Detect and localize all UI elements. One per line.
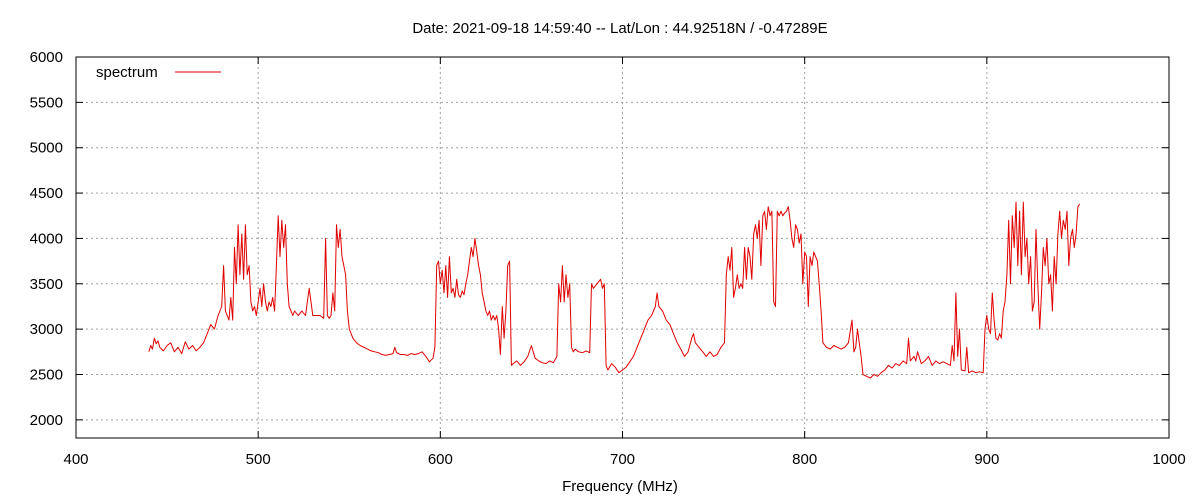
x-tick-label: 400: [63, 451, 88, 468]
y-tick-label: 2500: [30, 367, 63, 384]
y-tick-label: 4500: [30, 185, 63, 202]
y-tick-label: 4000: [30, 230, 63, 247]
y-tick-label: 5000: [30, 140, 63, 157]
chart-title: Date: 2021-09-18 14:59:40 -- Lat/Lon : 4…: [412, 20, 827, 37]
x-tick-label: 600: [428, 451, 453, 468]
series-layer: [148, 201, 1081, 379]
x-tick-label: 700: [610, 451, 635, 468]
axis-ticks: 400 500 600 700 800 900 1000 2000 2500 3000 3500 40…: [30, 49, 1186, 468]
legend-label-spectrum: spectrum: [96, 64, 158, 81]
x-tick-label: 500: [246, 451, 271, 468]
y-tick-label: 3500: [30, 276, 63, 293]
series-line-spectrum: [148, 201, 1081, 379]
x-tick-label: 800: [792, 451, 817, 468]
y-tick-label: 6000: [30, 49, 63, 66]
y-tick-label: 3000: [30, 321, 63, 338]
grid: [76, 57, 1169, 438]
x-axis-label: Frequency (MHz): [562, 478, 678, 495]
plot-frame: [75, 56, 1170, 439]
x-tick-label: 900: [974, 451, 999, 468]
legend: spectrum: [96, 64, 221, 81]
x-tick-label: 1000: [1152, 451, 1185, 468]
y-tick-label: 5500: [30, 94, 63, 111]
y-tick-label: 2000: [30, 412, 63, 429]
